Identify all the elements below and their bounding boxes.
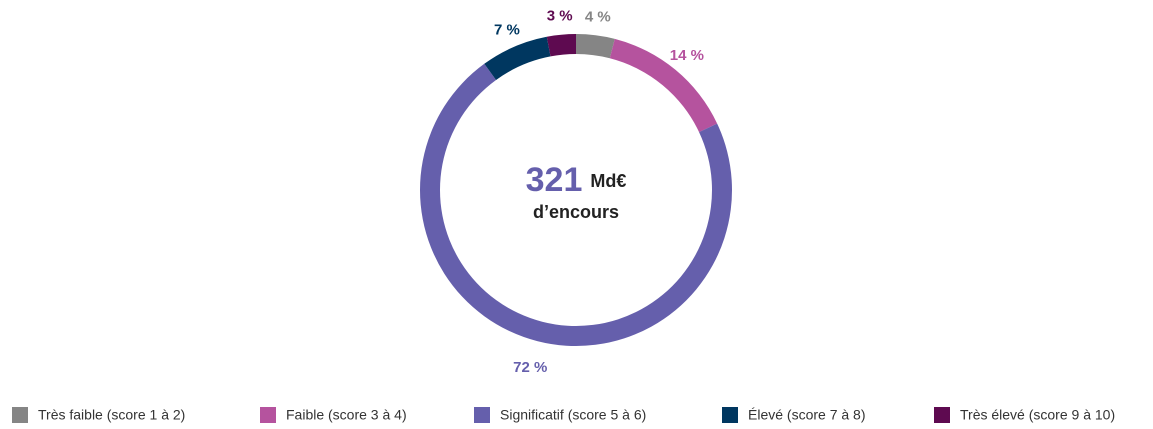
slice-label: 4 %	[585, 8, 611, 25]
legend-label: Élevé (score 7 à 8)	[748, 407, 866, 423]
slice	[484, 36, 551, 80]
legend-swatch	[934, 407, 950, 423]
slice-label: 14 %	[670, 47, 704, 64]
slice-label: 3 %	[547, 8, 573, 25]
slice-label: 7 %	[494, 21, 520, 38]
slice	[609, 38, 718, 133]
legend-label: Très faible (score 1 à 2)	[38, 407, 185, 423]
center-text: 321 Md€	[526, 161, 627, 199]
slice-label: 72 %	[513, 359, 547, 376]
center-label: d’encours	[533, 202, 619, 222]
slice	[576, 34, 615, 59]
legend-swatch	[722, 407, 738, 423]
legend-swatch	[474, 407, 490, 423]
legend-label: Très élevé (score 9 à 10)	[960, 407, 1115, 423]
center-unit: Md€	[590, 171, 626, 191]
legend-label: Significatif (score 5 à 6)	[500, 407, 646, 423]
center-value: 321	[526, 161, 583, 199]
legend-swatch	[12, 407, 28, 423]
slice	[546, 34, 576, 57]
legend-label: Faible (score 3 à 4)	[286, 407, 407, 423]
legend-swatch	[260, 407, 276, 423]
